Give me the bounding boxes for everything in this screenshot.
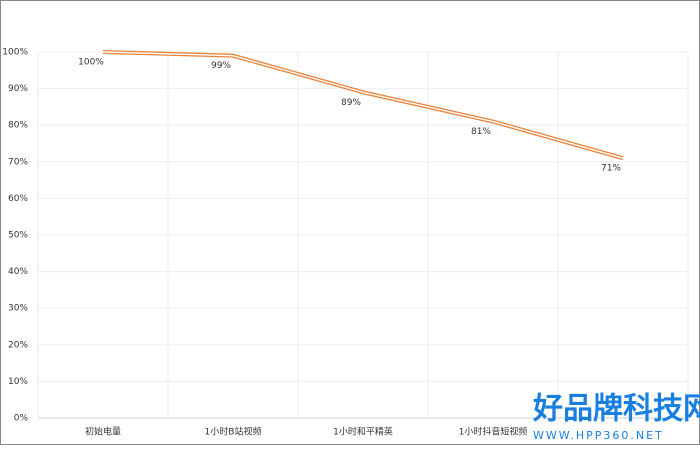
series-line-inner <box>102 51 624 159</box>
watermark-title: 好品牌科技网 <box>532 392 700 427</box>
y-tick-label: 30% <box>8 304 28 314</box>
data-label: 71% <box>601 164 621 174</box>
x-tick-label: 1小时和平精英 <box>333 426 393 438</box>
y-tick-label: 80% <box>8 121 28 131</box>
x-tick-label: 1小时抖音短视频 <box>459 426 528 438</box>
x-tick-label: 初始电量 <box>85 426 121 438</box>
marks: 100% 99% 89% 81% 71% <box>78 50 624 174</box>
y-tick-label: 40% <box>8 267 28 277</box>
y-tick-label: 10% <box>8 377 28 387</box>
data-label: 89% <box>341 98 361 108</box>
watermark-url: WWW.HPP360.NET <box>533 429 664 442</box>
x-tick-label: 1小时B站视频 <box>205 426 262 438</box>
y-tick-label: 60% <box>8 194 28 204</box>
y-tick-label: 70% <box>8 157 28 167</box>
y-tick-label: 0% <box>14 414 29 424</box>
y-tick-label: 20% <box>8 340 28 350</box>
y-tick-label: 50% <box>8 231 28 241</box>
y-tick-label: 90% <box>8 84 28 94</box>
y-tick-label: 100% <box>2 48 28 58</box>
data-label: 81% <box>471 127 491 137</box>
data-label: 99% <box>211 61 231 71</box>
data-label: 100% <box>78 58 104 68</box>
